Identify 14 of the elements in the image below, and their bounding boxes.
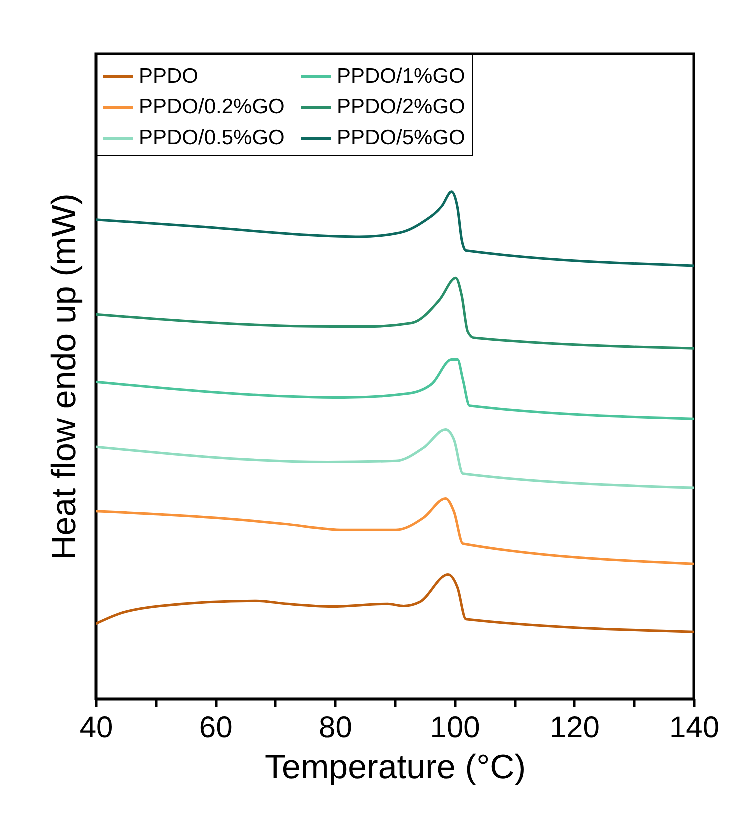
x-tick-label: 100 [430,712,480,744]
legend-label: PPDO [139,64,199,88]
x-tick-label: 80 [319,712,352,744]
legend-label: PPDO/5%GO [337,126,466,150]
x-axis-title: Temperature (°C) [264,748,526,786]
y-axis-title: Heat flow endo up (mW) [46,194,84,560]
legend-label: PPDO/0.5%GO [139,126,285,150]
legend-label: PPDO/1%GO [337,64,466,88]
x-tick-label: 60 [199,712,233,744]
x-tick-label: 140 [669,712,720,744]
legend-label: PPDO/2%GO [337,96,466,118]
x-tick-label: 120 [550,712,600,744]
x-tick-label: 40 [80,712,114,744]
legend-label: PPDO/0.2%GO [139,96,285,118]
